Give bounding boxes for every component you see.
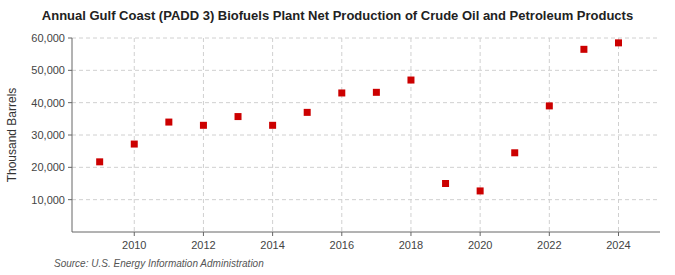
- point: [165, 119, 172, 126]
- x-tick: [341, 232, 342, 236]
- x-tick: [410, 232, 411, 236]
- point: [511, 149, 518, 156]
- grid-line-x: [549, 38, 550, 232]
- y-axis-label: Thousand Barrels: [5, 88, 19, 183]
- grid-line-y: [72, 167, 660, 168]
- y-axis: 10,000 20,000 30,000 40,000 50,000 60,000: [31, 32, 72, 206]
- point: [442, 180, 449, 187]
- x-tick-label: 2020: [468, 239, 492, 251]
- point: [304, 109, 311, 116]
- point: [546, 102, 553, 109]
- y-tick-label: 40,000: [31, 97, 65, 109]
- x-tick-label: 2010: [122, 239, 146, 251]
- y-tick: [68, 199, 72, 200]
- chart: Annual Gulf Coast (PADD 3) Biofuels Plan…: [0, 0, 675, 275]
- point: [200, 122, 207, 129]
- x-tick-label: 2018: [399, 239, 423, 251]
- x-tick-label: 2016: [330, 239, 354, 251]
- y-tick-label: 60,000: [31, 32, 65, 44]
- grid-line-y: [72, 199, 660, 200]
- x-tick: [618, 232, 619, 236]
- grid-line-x: [203, 38, 204, 232]
- point: [269, 122, 276, 129]
- grid-line-y: [72, 70, 660, 71]
- x-tick: [203, 232, 204, 236]
- grid-line-x: [341, 38, 342, 232]
- y-tick: [68, 102, 72, 103]
- point: [235, 113, 242, 120]
- y-tick: [68, 167, 72, 168]
- grid: [72, 38, 660, 232]
- y-tick: [68, 38, 72, 39]
- grid-line-y: [72, 102, 660, 103]
- grid-line-y: [72, 38, 660, 39]
- point: [580, 46, 587, 53]
- point: [338, 89, 345, 96]
- point: [407, 77, 414, 84]
- x-tick-label: 2012: [191, 239, 215, 251]
- points: [96, 39, 622, 194]
- grid-line-x: [480, 38, 481, 232]
- title: Annual Gulf Coast (PADD 3) Biofuels Plan…: [42, 8, 633, 23]
- y-tick-label: 20,000: [31, 161, 65, 173]
- point: [96, 158, 103, 165]
- grid-line-x: [410, 38, 411, 232]
- y-tick: [68, 70, 72, 71]
- x-axis: 2010 2012 2014 2016 2018 2020 2022 2024: [122, 232, 631, 251]
- point: [477, 187, 484, 194]
- source-note: Source: U.S. Energy Information Administ…: [54, 258, 264, 269]
- x-axis-line: [72, 232, 660, 233]
- grid-line-x: [618, 38, 619, 232]
- x-tick-label: 2014: [260, 239, 284, 251]
- x-tick-label: 2022: [537, 239, 561, 251]
- point: [373, 89, 380, 96]
- point: [615, 39, 622, 46]
- grid-line-y: [72, 135, 660, 136]
- x-tick: [549, 232, 550, 236]
- y-tick-label: 50,000: [31, 64, 65, 76]
- x-tick: [272, 232, 273, 236]
- y-tick: [68, 135, 72, 136]
- y-tick-label: 10,000: [31, 194, 65, 206]
- grid-line-x: [134, 38, 135, 232]
- x-tick: [134, 232, 135, 236]
- x-tick-label: 2024: [606, 239, 630, 251]
- grid-line-x: [272, 38, 273, 232]
- y-tick-label: 30,000: [31, 129, 65, 141]
- point: [131, 141, 138, 148]
- x-tick: [480, 232, 481, 236]
